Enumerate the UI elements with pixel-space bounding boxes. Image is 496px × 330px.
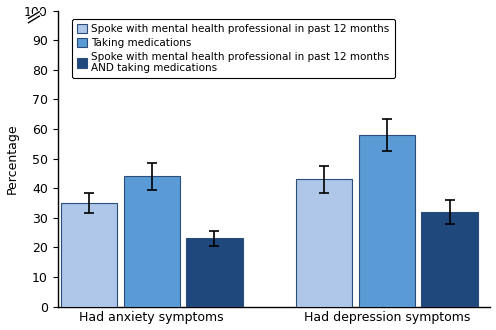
Bar bbox=[61, 203, 117, 307]
Legend: Spoke with mental health professional in past 12 months, Taking medications, Spo: Spoke with mental health professional in… bbox=[71, 19, 395, 79]
Bar bbox=[296, 179, 353, 307]
Bar bbox=[359, 135, 415, 307]
Y-axis label: Percentage: Percentage bbox=[5, 123, 18, 194]
Bar bbox=[186, 239, 243, 307]
Bar bbox=[124, 176, 180, 307]
Bar bbox=[422, 212, 478, 307]
